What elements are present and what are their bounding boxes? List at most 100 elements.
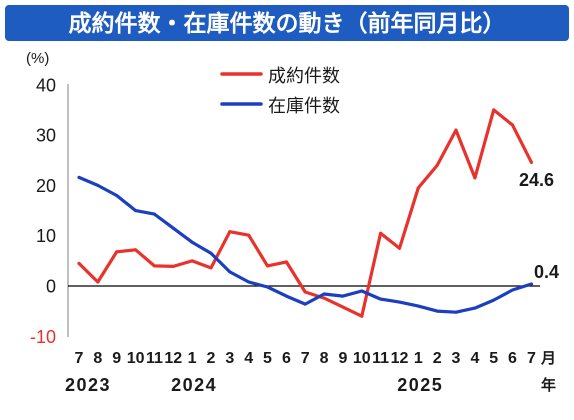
end-value-label-inventory: 0.4 xyxy=(534,262,559,282)
end-value-label-contracts: 24.6 xyxy=(519,170,554,190)
x-tick-label: 8 xyxy=(320,350,329,367)
x-tick-label: 6 xyxy=(282,350,291,367)
data-point xyxy=(398,246,401,250)
data-point xyxy=(360,314,364,318)
x-tick-label: 12 xyxy=(164,350,182,367)
legend-label: 成約件数 xyxy=(268,66,340,86)
data-point xyxy=(416,186,420,190)
data-point xyxy=(266,285,269,289)
y-tick-label: 10 xyxy=(36,226,56,246)
data-point xyxy=(209,251,213,255)
data-point xyxy=(115,194,119,197)
x-tick-label: 11 xyxy=(372,350,389,367)
data-point xyxy=(284,294,288,298)
data-point xyxy=(492,298,496,302)
series-1 xyxy=(77,108,534,318)
data-point xyxy=(284,260,288,264)
x-tick-label: 1 xyxy=(414,350,423,367)
data-point xyxy=(190,259,194,263)
data-point xyxy=(398,300,401,304)
data-point xyxy=(152,212,156,216)
data-point xyxy=(115,250,119,254)
legend-label: 在庫件数 xyxy=(268,96,340,116)
data-point xyxy=(360,289,364,293)
legend: 成約件数 在庫件数 xyxy=(220,66,340,116)
year-label: 2024 xyxy=(171,375,217,395)
data-point xyxy=(435,309,439,313)
year-labels: 2023 2024 2025 xyxy=(65,375,443,395)
data-point xyxy=(322,292,326,296)
data-point xyxy=(209,266,213,270)
data-point xyxy=(77,175,81,179)
x-tick-label: 7 xyxy=(527,350,536,367)
data-point xyxy=(473,306,477,310)
y-tick-label: 0 xyxy=(46,277,56,297)
y-tick-label: 20 xyxy=(36,176,56,196)
data-point xyxy=(416,304,420,308)
y-tick-label: -10 xyxy=(30,327,56,347)
y-tick-label: 40 xyxy=(36,75,56,95)
data-point xyxy=(473,176,477,180)
year-label: 2025 xyxy=(397,375,443,395)
legend-item-inventory: 在庫件数 xyxy=(220,96,340,116)
data-point xyxy=(171,226,175,230)
data-point xyxy=(511,123,514,127)
data-point xyxy=(322,296,326,300)
data-point xyxy=(379,231,383,235)
y-axis-unit-label: (%) xyxy=(26,50,49,67)
data-point xyxy=(511,288,514,292)
data-point xyxy=(454,310,458,314)
series-2 xyxy=(77,175,534,314)
data-point xyxy=(303,302,307,306)
y-tick-labels: 40 30 20 10 0 -10 xyxy=(30,75,56,347)
data-point xyxy=(435,163,439,167)
x-tick-label: 7 xyxy=(75,350,84,367)
data-point xyxy=(454,128,458,132)
x-tick-labels: 7 8 9 10 11 12 1 2 3 4 5 6 7 8 9 10 11 12 1 2 3 4 5 6 7 xyxy=(75,350,536,367)
data-point xyxy=(96,280,100,284)
x-tick-label: 9 xyxy=(338,350,347,367)
x-tick-label: 2 xyxy=(433,350,442,367)
x-tick-label: 7 xyxy=(301,350,310,367)
data-point xyxy=(341,305,345,309)
x-tick-label: 2 xyxy=(207,350,216,367)
x-tick-label: 10 xyxy=(353,350,371,367)
month-unit-label: 月 xyxy=(540,350,556,367)
data-point xyxy=(96,183,100,187)
x-tick-label: 11 xyxy=(146,350,163,367)
x-tick-label: 4 xyxy=(244,350,253,367)
series-lines xyxy=(77,108,534,318)
x-tick-label: 10 xyxy=(127,350,145,367)
data-point xyxy=(492,108,496,112)
x-tick-label: 4 xyxy=(470,350,479,367)
x-tick-label: 5 xyxy=(489,350,498,367)
data-point xyxy=(190,240,194,244)
data-point xyxy=(379,297,383,301)
title-background xyxy=(5,5,569,41)
x-tick-label: 3 xyxy=(452,350,461,367)
x-tick-label: 6 xyxy=(508,350,517,367)
data-point xyxy=(247,233,251,237)
x-tick-label: 3 xyxy=(225,350,234,367)
data-point xyxy=(529,282,533,286)
data-point xyxy=(134,209,138,213)
data-point xyxy=(247,280,251,284)
data-point xyxy=(171,264,175,268)
data-point xyxy=(228,270,232,274)
data-point xyxy=(77,261,81,265)
year-label: 2023 xyxy=(65,375,111,395)
data-point xyxy=(529,160,533,164)
data-point xyxy=(228,230,232,234)
x-tick-label: 12 xyxy=(391,350,409,367)
y-tick-label: 30 xyxy=(36,126,56,146)
data-point xyxy=(303,290,307,294)
legend-item-contracts: 成約件数 xyxy=(220,66,340,86)
x-tick-label: 5 xyxy=(263,350,272,367)
title-banner: 成約件数・在庫件数の動き（前年同月比） xyxy=(5,5,569,41)
data-point xyxy=(341,294,345,298)
year-unit-label: 年 xyxy=(541,376,556,394)
data-point xyxy=(266,264,269,268)
data-point xyxy=(134,248,138,252)
x-tick-label: 9 xyxy=(112,350,121,367)
